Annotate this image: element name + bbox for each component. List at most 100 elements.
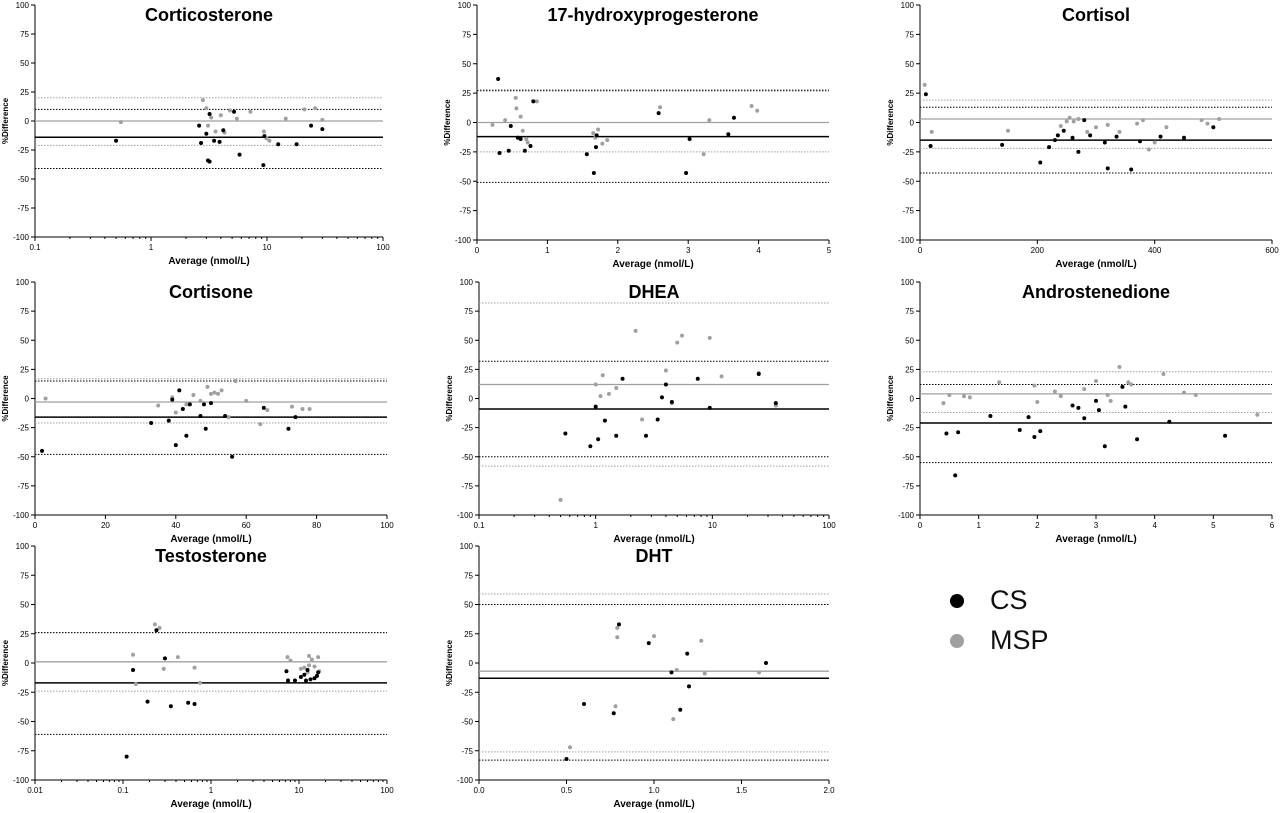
y-tick-label: 75 (20, 571, 29, 580)
msp-point (1094, 125, 1098, 130)
msp-point (300, 406, 305, 411)
x-axis-label: Average (nmol/L) (613, 534, 694, 545)
chart-title: Corticosterone (145, 5, 273, 25)
cs-point (602, 418, 607, 423)
y-tick-label: 100 (460, 278, 474, 287)
cs-point (203, 426, 208, 431)
cs-point (207, 159, 212, 164)
msp-point (175, 655, 180, 660)
y-tick-label: 75 (464, 307, 473, 316)
y-tick-label: -75 (459, 207, 471, 216)
y-tick-label: 0 (910, 119, 915, 128)
cs-point (1102, 444, 1107, 449)
msp-point (663, 368, 668, 373)
y-tick-label: 100 (460, 542, 474, 551)
x-tick-label: 1 (593, 521, 598, 530)
y-tick-label: 75 (464, 571, 473, 580)
x-tick-label: 10 (263, 243, 272, 252)
msp-point (749, 104, 754, 109)
msp-point (261, 129, 266, 134)
y-tick-label: -75 (902, 482, 914, 491)
x-tick-label: 5 (1211, 521, 1216, 530)
msp-point (131, 652, 136, 657)
msp-point (312, 664, 317, 669)
msp-point (307, 406, 312, 411)
msp-point (514, 106, 519, 111)
msp-point (198, 398, 203, 403)
msp-point (525, 140, 530, 145)
y-tick-label: 0 (25, 659, 30, 668)
y-axis-label: %Difference (1, 639, 10, 686)
cs-point (293, 415, 298, 420)
msp-point (156, 403, 161, 408)
msp-point (1105, 122, 1110, 127)
y-tick-label: -50 (17, 175, 29, 184)
y-tick-label: 75 (462, 30, 471, 39)
cs-point (114, 138, 119, 143)
msp-point (1105, 393, 1110, 398)
cs-point (162, 656, 167, 661)
x-tick-label: 3 (686, 246, 691, 255)
cs-point (731, 115, 736, 120)
msp-point (1255, 412, 1260, 417)
y-tick-label: -75 (17, 482, 29, 491)
msp-point (520, 128, 525, 133)
msp-point (513, 95, 518, 100)
chart-title: Androstenedione (1022, 282, 1170, 302)
cs-point (232, 109, 237, 114)
msp-point (922, 82, 927, 87)
cs-point (284, 669, 289, 674)
msp-point (699, 638, 704, 643)
x-tick-label: 1 (209, 786, 214, 795)
x-tick-label: 100 (376, 243, 390, 252)
y-tick-label: 50 (462, 60, 471, 69)
x-tick-label: 40 (171, 521, 180, 530)
legend-marker-cs (950, 593, 964, 608)
x-tick-label: 2 (1035, 521, 1040, 530)
cs-point (528, 144, 533, 148)
cs-point (154, 628, 159, 633)
cs-point (1211, 125, 1216, 130)
cs-point (305, 668, 310, 673)
msp-point (248, 109, 253, 114)
cs-point (198, 413, 203, 418)
cs-point (1129, 167, 1134, 172)
msp-point (1082, 387, 1087, 392)
x-axis-label: Average (nmol/L) (1055, 259, 1136, 270)
msp-point (1217, 116, 1222, 121)
cs-point (262, 134, 267, 139)
x-tick-label: 80 (312, 521, 321, 530)
cs-point (1026, 415, 1031, 420)
msp-point (640, 417, 645, 422)
msp-point (1135, 121, 1140, 126)
x-tick-label: 0 (33, 521, 38, 530)
cs-point (764, 661, 768, 665)
cs-point (1038, 429, 1043, 434)
msp-point (606, 391, 611, 396)
y-tick-label: -75 (461, 482, 473, 491)
cs-point (261, 163, 266, 168)
y-tick-label: -25 (17, 424, 29, 433)
msp-point (173, 410, 178, 415)
cs-point (684, 171, 689, 176)
cs-point (588, 444, 593, 449)
msp-point (258, 422, 263, 427)
cs-point (192, 701, 197, 706)
cs-point (314, 673, 319, 678)
msp-point (133, 682, 138, 687)
y-tick-label: 50 (905, 336, 914, 345)
x-tick-label: 20 (101, 521, 110, 530)
cs-point (221, 128, 226, 133)
cs-point (659, 395, 664, 400)
cs-point (180, 406, 185, 411)
y-tick-label: -100 (455, 236, 472, 245)
msp-point (234, 116, 239, 121)
legend-item-msp: MSP (950, 625, 1049, 656)
cs-point (1094, 398, 1098, 403)
cs-point (320, 127, 325, 132)
y-axis-label: %Difference (1, 97, 10, 144)
cs-point (643, 433, 648, 438)
y-tick-label: -25 (459, 148, 471, 157)
